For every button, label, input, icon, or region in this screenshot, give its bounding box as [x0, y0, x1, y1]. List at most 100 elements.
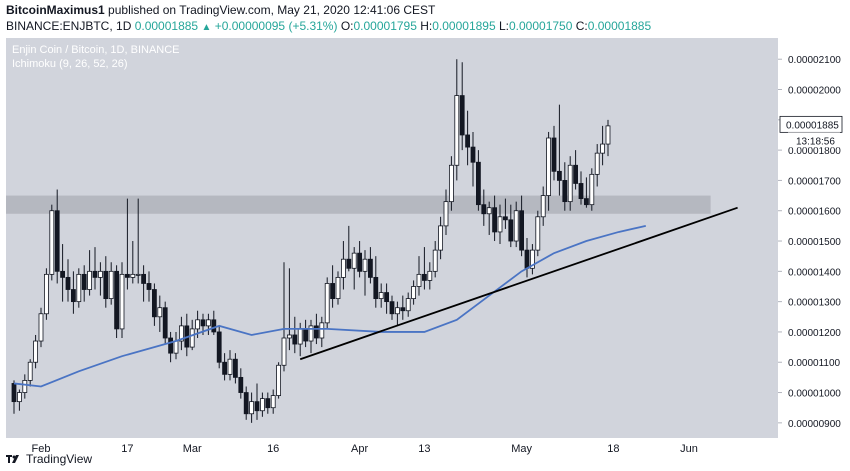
candle-body [508, 219, 514, 242]
countdown-label: 13:18:56 [796, 136, 835, 147]
candle-body [232, 358, 238, 378]
candle-body [475, 161, 481, 206]
y-tick-label: 0.00001400 [788, 267, 841, 278]
candle-body [162, 307, 168, 339]
candle-body [438, 225, 444, 251]
candle-body [135, 273, 141, 276]
candle-body [540, 195, 546, 218]
candle-body [378, 292, 384, 300]
candle-body [195, 319, 201, 330]
candle-body [98, 270, 103, 278]
candle-body [38, 313, 44, 342]
candle-body [416, 273, 422, 287]
x-tick-label: Jun [680, 443, 698, 455]
candle-body [303, 328, 309, 342]
y-tick-label: 0.00001600 [788, 207, 841, 218]
x-tick-label: May [511, 443, 532, 455]
candle-body [351, 252, 357, 269]
candle-body [205, 319, 211, 327]
candle-body [454, 95, 460, 166]
y-tick-label: 0.00001000 [788, 389, 841, 400]
candle-body [324, 283, 330, 324]
candle-body [297, 328, 303, 345]
candle-body [114, 270, 119, 330]
current-price: 0.00001885 [134, 19, 199, 33]
candle-body [367, 258, 373, 278]
y-tick-label: 0.00002000 [788, 86, 841, 97]
candle-body [465, 134, 471, 148]
y-tick-label: 0.00001500 [788, 237, 841, 248]
candle-body [71, 289, 76, 303]
candle-body [567, 164, 573, 203]
x-tick-label: 16 [267, 443, 279, 455]
low-label: L: [498, 19, 509, 33]
candle-body [384, 292, 390, 303]
tradingview-logo-icon [6, 453, 22, 465]
symbol-label: BINANCE:ENJBTC, 1D [6, 19, 132, 33]
resistance-zone [6, 195, 711, 214]
candle-body [443, 201, 449, 227]
candle-body [319, 322, 325, 339]
candle-body [87, 270, 92, 290]
x-tick-label: 18 [607, 443, 619, 455]
footer-brand[interactable]: TradingView [6, 452, 92, 466]
support-trendline [299, 206, 738, 361]
open-value: 0.00001795 [353, 19, 417, 33]
candle-body [519, 210, 524, 251]
candle-body [313, 325, 319, 339]
candle-body [276, 364, 282, 396]
high-value: 0.00001895 [432, 19, 496, 33]
candle-body [389, 301, 395, 315]
up-triangle-icon: ▲ [201, 22, 212, 33]
candle-body [589, 173, 595, 206]
candle-body [335, 276, 341, 300]
candle-body [470, 146, 476, 163]
candle-body [200, 319, 206, 327]
candle-body [76, 273, 82, 303]
y-tick-label: 0.00001700 [788, 176, 841, 187]
candle-body [573, 164, 578, 184]
candle-body [222, 361, 228, 375]
candle-body [481, 204, 487, 215]
candle-body [373, 276, 379, 300]
x-tick-label: Mar [183, 443, 202, 455]
candle-body [551, 137, 557, 172]
candle-body [130, 273, 136, 278]
x-tick-label: 17 [121, 443, 133, 455]
x-tick-label: 13 [418, 443, 430, 455]
symbol-info: BINANCE:ENJBTC, 1D 0.00001885 ▲ +0.00000… [6, 19, 651, 33]
y-tick-label: 0.00001200 [788, 328, 841, 339]
candle-body [578, 183, 584, 200]
candle-body [11, 383, 17, 403]
x-tick-label: Feb [32, 443, 51, 455]
candle-body [584, 198, 589, 206]
candle-body [125, 273, 130, 278]
candle-body [486, 207, 492, 215]
high-label: H: [420, 19, 433, 33]
candle-body [340, 258, 346, 278]
candle-body [394, 307, 400, 315]
y-tick-label: 0.00000900 [788, 419, 841, 430]
candle-body [151, 289, 157, 318]
candle-body [108, 270, 114, 300]
candle-body [173, 340, 179, 354]
author-name[interactable]: BitcoinMaximus1 [6, 3, 105, 17]
price-change: +0.00000095 (+5.31%) [214, 19, 338, 33]
y-tick-label: 0.00001100 [788, 358, 841, 369]
candle-body [81, 273, 87, 290]
candle-body [238, 376, 244, 393]
candle-body [497, 216, 503, 233]
indicator-label[interactable]: Ichimoku (9, 26, 52, 26) [12, 58, 128, 70]
candle-body [178, 325, 184, 342]
candle-body [594, 152, 600, 175]
brand-name: TradingView [26, 452, 93, 466]
candle-body [157, 307, 163, 318]
candle-body [492, 207, 498, 233]
candle-body [189, 328, 195, 348]
candle-body [33, 340, 38, 363]
y-tick-label: 0.00001800 [788, 146, 841, 157]
candle-body [448, 164, 454, 203]
ma-line [13, 225, 646, 388]
candle-body [546, 137, 551, 196]
